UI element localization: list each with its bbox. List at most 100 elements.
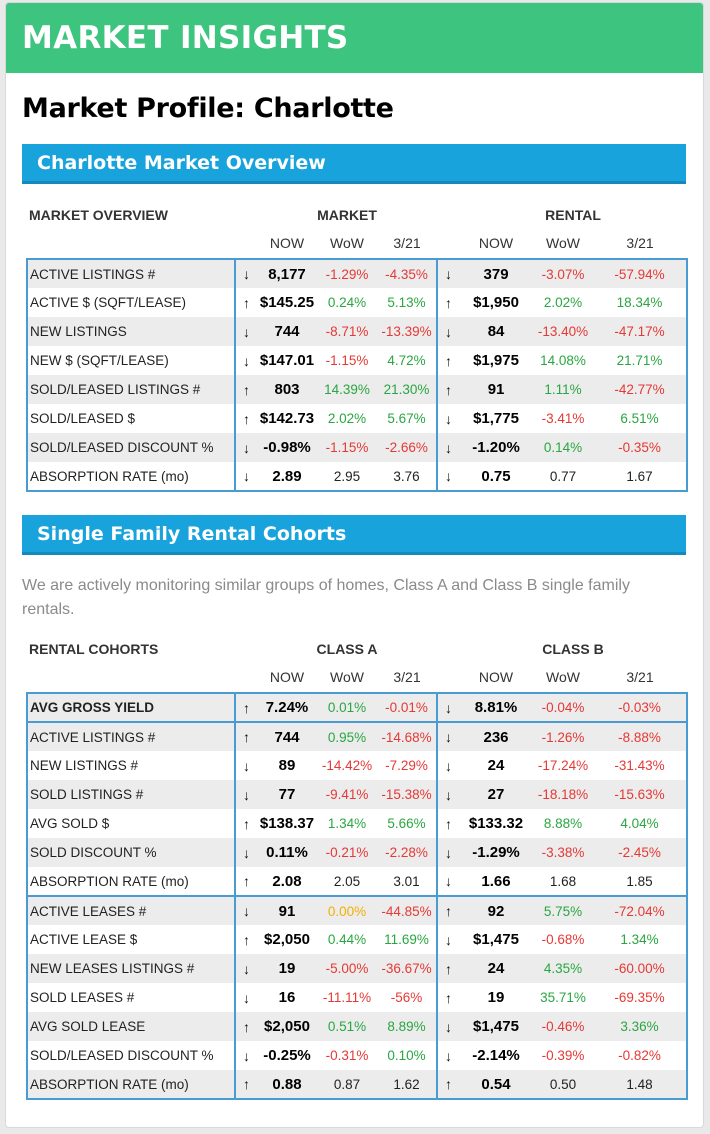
arrow-down-icon: ↓ xyxy=(436,317,460,346)
wow-value: 0.95% xyxy=(327,729,367,745)
wow-value: 1.11% xyxy=(544,382,582,397)
wow-value: -0.31% xyxy=(325,1048,369,1063)
change-3-21-value: -15.38% xyxy=(381,787,432,802)
now-value: -0.25% xyxy=(263,1047,311,1064)
arrow-up-icon: ↑ xyxy=(243,873,250,889)
arrow-down-icon: ↓ xyxy=(436,780,459,809)
change-3-21-value: 21.30% xyxy=(383,382,430,397)
now-value: 77 xyxy=(278,786,296,803)
now-value: 0.75 xyxy=(481,467,511,485)
wow-value: 0.50 xyxy=(549,1076,577,1092)
table-body: ACTIVE LISTINGS # ↑ 744 0.95% -14.68% ↓ 236 -1.… xyxy=(27,722,687,896)
wow-value: -8.71% xyxy=(325,324,369,339)
table-row: NEW LISTINGS # ↓ 89 -14.42% -7.29% ↓ 24 -17.24%… xyxy=(27,751,687,780)
arrow-down-icon: ↓ xyxy=(243,989,250,1006)
now-value: $1,950 xyxy=(473,294,519,311)
arrow-down-icon: ↓ xyxy=(436,838,459,867)
arrow-down-icon: ↓ xyxy=(243,352,250,369)
change-3-21-value: 5.66% xyxy=(387,816,426,831)
now-value: $1,775 xyxy=(473,410,519,427)
row-label: SOLD/LEASED DISCOUNT % xyxy=(27,433,236,462)
wow-value: 2.95 xyxy=(333,468,361,484)
col-now: NOW xyxy=(478,669,514,685)
wow-value: 0.87 xyxy=(333,1076,361,1092)
section-header-rental-cohorts: Single Family Rental Cohorts xyxy=(22,515,686,555)
change-3-21-value: -36.67% xyxy=(381,961,432,976)
arrow-down-icon: ↓ xyxy=(436,404,460,433)
table-body: ACTIVE LISTINGS # ↓ 8,177 -1.29% -4.35% ↓ 379 -… xyxy=(27,259,688,491)
arrow-down-icon: ↓ xyxy=(436,433,460,462)
wow-value: 1.68 xyxy=(549,873,577,889)
now-value: 24 xyxy=(487,757,505,774)
change-3-21-value: -57.94% xyxy=(614,266,665,282)
wow-value: 2.02% xyxy=(327,411,367,426)
now-value: 2.08 xyxy=(272,872,302,890)
arrow-down-icon: ↓ xyxy=(436,751,459,780)
arrow-down-icon: ↓ xyxy=(243,439,250,456)
wow-value: 8.88% xyxy=(543,816,583,831)
table-label: MARKET OVERVIEW xyxy=(29,207,168,223)
col-now: NOW xyxy=(269,669,305,685)
wow-value: -0.39% xyxy=(541,1048,585,1063)
now-value: -1.20% xyxy=(472,439,520,456)
now-value: $138.37 xyxy=(259,815,315,832)
arrow-down-icon: ↓ xyxy=(436,462,460,491)
arrow-up-icon: ↑ xyxy=(243,1018,250,1035)
arrow-up-icon: ↑ xyxy=(243,699,250,716)
change-3-21-value: -2.45% xyxy=(618,845,661,860)
change-3-21-value: -13.39% xyxy=(381,324,432,339)
now-value: 91 xyxy=(487,381,505,398)
arrow-up-icon: ↑ xyxy=(436,896,459,925)
now-value: $133.32 xyxy=(468,815,524,832)
now-value: 744 xyxy=(274,323,300,340)
table-label: RENTAL COHORTS xyxy=(29,641,159,657)
market-insights-card: MARKET INSIGHTS Market Profile: Charlott… xyxy=(5,2,704,1128)
col-3-21: 3/21 xyxy=(393,669,421,685)
wow-value: 0.77 xyxy=(549,468,577,484)
row-label: NEW $ (SQFT/LEASE) xyxy=(27,346,236,375)
change-3-21-value: -2.66% xyxy=(385,440,428,455)
now-value: -1.29% xyxy=(472,844,520,861)
change-3-21-value: 18.34% xyxy=(616,295,663,310)
wow-value: 35.71% xyxy=(540,990,586,1005)
table-row: ACTIVE LISTINGS # ↑ 744 0.95% -14.68% ↓ 236 -1.… xyxy=(27,722,687,751)
arrow-up-icon: ↑ xyxy=(436,288,460,317)
arrow-down-icon: ↓ xyxy=(436,259,460,288)
wow-value: -17.24% xyxy=(537,758,589,773)
row-label: SOLD/LEASED LISTINGS # xyxy=(27,375,236,404)
arrow-down-icon: ↓ xyxy=(436,925,459,954)
now-value: 8,177 xyxy=(268,265,306,283)
now-value: $1,975 xyxy=(473,352,519,369)
row-label: NEW LEASES LISTINGS # xyxy=(27,954,236,983)
change-3-21-value: -47.17% xyxy=(614,324,665,339)
now-value: 236 xyxy=(483,728,509,746)
row-label: SOLD/LEASED $ xyxy=(27,404,236,433)
change-3-21-value: 1.34% xyxy=(620,932,659,947)
arrow-down-icon: ↓ xyxy=(243,903,250,919)
row-label: SOLD LEASES # xyxy=(27,983,236,1012)
arrow-down-icon: ↓ xyxy=(436,693,459,722)
arrow-down-icon: ↓ xyxy=(243,786,250,803)
now-value: 8.81% xyxy=(474,699,518,716)
wow-value: 14.39% xyxy=(324,382,370,397)
wow-value: 14.08% xyxy=(540,353,586,368)
change-3-21-value: -0.03% xyxy=(618,700,661,715)
arrow-up-icon: ↑ xyxy=(243,294,250,311)
table-row: SOLD/LEASED DISCOUNT % ↓ -0.25% -0.31% 0.10%… xyxy=(27,1041,687,1070)
row-label: NEW LISTINGS # xyxy=(27,751,236,780)
arrow-up-icon: ↑ xyxy=(243,931,250,948)
wow-value: 2.05 xyxy=(333,873,361,889)
change-3-21-value: 6.51% xyxy=(620,411,659,426)
rental-cohorts-table: RENTAL COHORTS CLASS A CLASS B NOW WoW 3… xyxy=(26,636,688,1100)
now-value: 2.89 xyxy=(272,467,302,485)
now-value: 379 xyxy=(483,265,509,283)
arrow-down-icon: ↓ xyxy=(243,266,250,282)
now-value: 803 xyxy=(274,381,300,398)
wow-value: -0.68% xyxy=(541,932,585,947)
table-row: SOLD LISTINGS # ↓ 77 -9.41% -15.38% ↓ 27 -18.18… xyxy=(27,780,687,809)
arrow-down-icon: ↓ xyxy=(243,468,250,484)
table-body: AVG GROSS YIELD ↑ 7.24% 0.01% -0.01% ↓ 8.81% -0… xyxy=(27,693,687,722)
arrow-up-icon: ↑ xyxy=(436,1070,459,1099)
row-label: SOLD DISCOUNT % xyxy=(27,838,236,867)
change-3-21-value: 4.72% xyxy=(387,353,426,368)
